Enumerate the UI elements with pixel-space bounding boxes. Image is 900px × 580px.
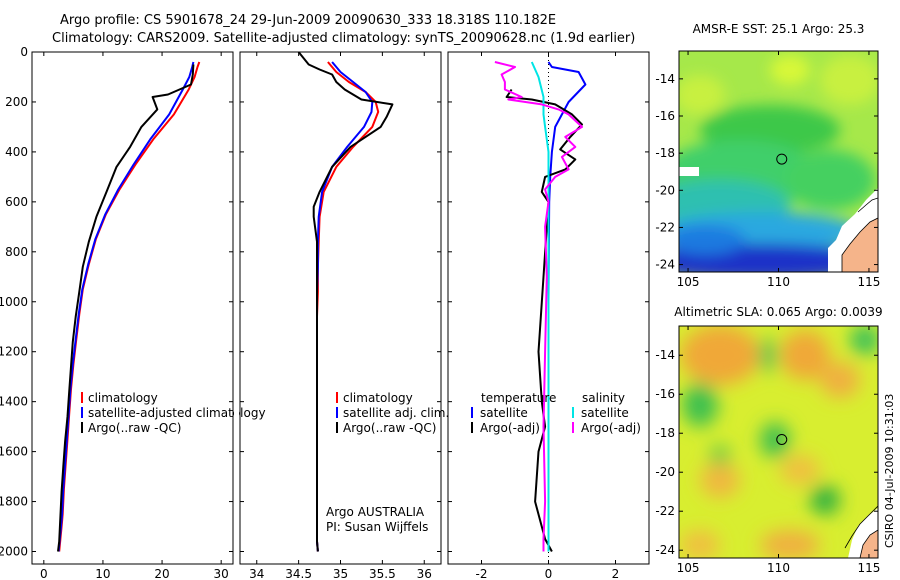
altimetric-sla-map-ytick-label: -20 — [655, 465, 675, 479]
legend-label: Argo(-adj) — [581, 421, 641, 435]
legend-clip-mask — [234, 395, 239, 425]
legend-label: Argo(..raw -QC) — [88, 421, 181, 435]
temperature-profile-ytick-label: 2000 — [0, 545, 28, 559]
salinity-profile-xtick-label: 35.5 — [369, 567, 396, 580]
altimetric-sla-map-ytick-label: -18 — [655, 426, 675, 440]
salinity-profile-frame — [239, 51, 442, 565]
legend-label: climatology — [343, 391, 413, 405]
legend-label: Argo(-adj) — [480, 421, 540, 435]
temperature-profile-xtick-label: 20 — [154, 567, 169, 580]
amsre-sst-map-ytick-label: -24 — [655, 258, 675, 272]
altimetric-sla-map-float-marker — [776, 433, 788, 445]
temperature-profile-ytick-label: 0 — [20, 45, 28, 59]
altimetric-sla-map-xtick-label: 115 — [858, 561, 881, 575]
temperature-profile-xtick-label: 10 — [95, 567, 110, 580]
temperature-profile-ytick-label: 1600 — [0, 445, 28, 459]
altimetric-sla-map-ytick-label: -16 — [655, 387, 675, 401]
legend-header-salinity: salinity — [582, 391, 625, 405]
amsre-sst-map-xtick-label: 105 — [677, 275, 700, 289]
temperature-profile-xtick-label: 0 — [40, 567, 48, 580]
legend-label: Argo(..raw -QC) — [343, 421, 436, 435]
sla-field — [679, 326, 878, 558]
temperature-profile-ytick-label: 1400 — [0, 395, 28, 409]
amsre-sst-map-ytick-label: -14 — [655, 72, 675, 86]
legend-label: satellite-adjusted climatology — [88, 406, 266, 420]
difference-profile-xtick-label: -2 — [476, 567, 488, 580]
temperature-profile-ytick-label: 800 — [5, 245, 28, 259]
amsre-sst-map-xtick-label: 115 — [858, 275, 881, 289]
amsre-sst-map-title: AMSR-E SST: 25.1 Argo: 25.3 — [693, 22, 865, 36]
amsre-sst-map-ytick-label: -20 — [655, 183, 675, 197]
temperature-profile-ytick-label: 1200 — [0, 345, 28, 359]
temperature-profile-line-argo — [57, 64, 195, 552]
legend-header-temperature: temperature — [481, 391, 556, 405]
temperature-profile-line-satellite — [57, 61, 195, 552]
difference-profile-line-salinity-argo — [494, 61, 583, 552]
salinity-profile-line-argo — [297, 52, 394, 552]
legend-label: climatology — [88, 391, 158, 405]
sst-field — [679, 51, 878, 272]
altimetric-sla-map-title: Altimetric SLA: 0.065 Argo: 0.0039 — [674, 305, 882, 319]
csiro-timestamp: CSIRO 04-Jul-2009 10:31:03 — [883, 394, 896, 548]
amsre-sst-map-xtick-label: 110 — [767, 275, 790, 289]
temperature-profile-ytick-label: 600 — [5, 195, 28, 209]
altimetric-sla-map-ytick-label: -24 — [655, 543, 675, 557]
amsre-sst-map-float-marker — [776, 153, 788, 165]
temperature-profile-ytick-label: 1000 — [0, 295, 28, 309]
difference-profile-series-group — [494, 61, 587, 552]
salinity-profile-series-group — [297, 52, 394, 552]
temperature-profile-xtick-label: 30 — [214, 567, 229, 580]
pi-label: PI: Susan Wijffels — [326, 520, 428, 534]
salinity-profile-xtick-label: 34 — [249, 567, 264, 580]
salinity-profile-xtick-label: 35 — [333, 567, 348, 580]
amsre-sst-map-ytick-label: -22 — [655, 220, 675, 234]
difference-profile-line-salinity-satellite — [530, 61, 550, 552]
temperature-profile-ytick-label: 1800 — [0, 495, 28, 509]
difference-profile-xtick-label: 0 — [545, 567, 553, 580]
temperature-profile-ytick-label: 200 — [5, 95, 28, 109]
salinity-profile-xtick-label: 36 — [417, 567, 432, 580]
altimetric-sla-map-ytick-label: -22 — [655, 504, 675, 518]
plot-layer: 0 10 20 30020040060080010001200140016001800… — [0, 22, 883, 580]
argo-australia-label: Argo AUSTRALIA — [326, 505, 425, 519]
temperature-profile-ytick-label: 400 — [5, 145, 28, 159]
amsre-sst-map-ytick-label: -16 — [655, 109, 675, 123]
amsre-sst-map-ytick-label: -18 — [655, 146, 675, 160]
legend-label: satellite — [581, 406, 629, 420]
legend-label: satellite adj. clim. — [343, 406, 449, 420]
temperature-profile-frame — [31, 51, 234, 565]
temperature-profile-series-group — [57, 61, 201, 552]
altimetric-sla-map-xtick-label: 105 — [677, 561, 700, 575]
altimetric-sla-map-xtick-label: 110 — [767, 561, 790, 575]
altimetric-sla-map-ytick-label: -14 — [655, 348, 675, 362]
legend-label: satellite — [480, 406, 528, 420]
figure-title-line2: Climatology: CARS2009. Satellite-adjuste… — [52, 31, 635, 46]
figure-title-line1: Argo profile: CS 5901678_24 29-Jun-2009 … — [60, 13, 556, 28]
salinity-profile-xtick-label: 34.5 — [285, 567, 312, 580]
difference-profile-xtick-label: 2 — [612, 567, 620, 580]
